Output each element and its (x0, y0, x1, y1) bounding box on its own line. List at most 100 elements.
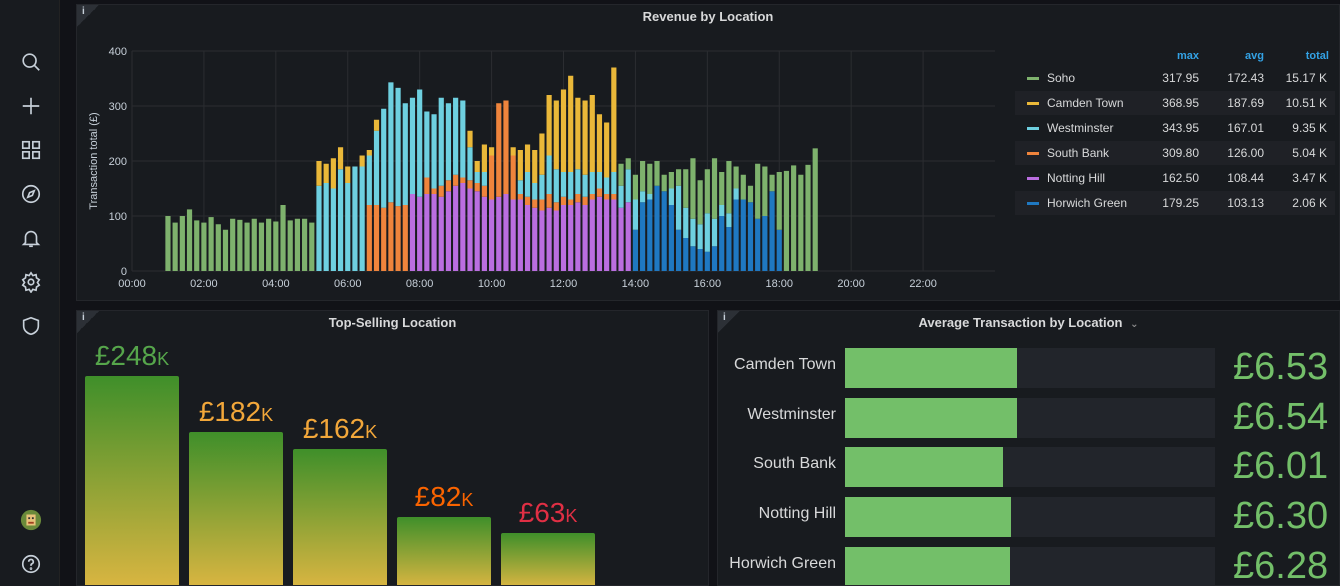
plus-icon[interactable] (18, 93, 44, 119)
bar-segment[interactable] (496, 103, 502, 197)
gauge-track[interactable] (845, 546, 1215, 585)
bar-segment[interactable] (230, 218, 236, 271)
bar-segment[interactable] (675, 185, 682, 230)
gauge-track[interactable] (845, 397, 1215, 438)
bar-segment[interactable] (186, 209, 193, 271)
bar-segment[interactable] (345, 183, 351, 271)
bar-segment[interactable] (352, 166, 358, 272)
legend-row[interactable]: Notting Hill 162.50 108.44 3.47 K (1015, 166, 1335, 190)
bar-segment[interactable] (323, 163, 329, 183)
bar-segment[interactable] (625, 158, 631, 170)
panel-title[interactable]: Revenue by Location (642, 9, 774, 24)
bar-segment[interactable] (755, 163, 761, 219)
bar-segment[interactable] (690, 218, 696, 247)
bar-segment[interactable] (740, 199, 746, 272)
bar-segment[interactable] (460, 177, 466, 184)
bar-segment[interactable] (417, 196, 423, 271)
legend-header-max[interactable]: max (1176, 50, 1199, 62)
bar-segment[interactable] (726, 161, 732, 214)
bar-segment[interactable] (244, 222, 250, 271)
bar-segment[interactable] (661, 174, 667, 192)
gauge-track[interactable] (845, 497, 1215, 538)
configuration-icon[interactable] (18, 269, 44, 295)
bar-segment[interactable] (524, 196, 531, 205)
bar-segment[interactable] (589, 194, 595, 200)
bar-segment[interactable] (553, 100, 559, 170)
bar-segment[interactable] (640, 161, 646, 192)
legend-series-name[interactable]: Camden Town (1047, 96, 1124, 110)
bar-segment[interactable] (424, 111, 430, 178)
bar-segment[interactable] (553, 210, 559, 272)
bar-segment[interactable] (596, 196, 603, 271)
bar-segment[interactable] (474, 172, 480, 183)
bar-segment[interactable] (474, 191, 480, 271)
bar-segment[interactable] (697, 224, 703, 249)
bar-segment[interactable] (625, 202, 631, 271)
bar-segment[interactable] (417, 89, 423, 197)
bar-segment[interactable] (517, 199, 523, 272)
legend-header-total[interactable]: total (1305, 50, 1329, 62)
bar-segment[interactable] (618, 207, 624, 271)
bar-segment[interactable] (546, 95, 552, 156)
bar-segment[interactable] (345, 166, 351, 184)
bar-segment[interactable] (359, 155, 365, 167)
bar-segment[interactable] (409, 194, 416, 271)
bar-segment[interactable] (453, 185, 459, 271)
bar-segment[interactable] (481, 196, 487, 271)
bar-segment[interactable] (596, 172, 603, 189)
bar-segment[interactable] (460, 100, 466, 178)
bar-segment[interactable] (560, 89, 567, 173)
legend-row[interactable]: South Bank 309.80 126.00 5.04 K (1015, 141, 1335, 165)
bar-segment[interactable] (568, 199, 574, 206)
bar-segment[interactable] (172, 222, 178, 271)
bar-segment[interactable] (668, 172, 674, 189)
bar-segment[interactable] (366, 205, 372, 271)
bar-segment[interactable] (395, 206, 401, 271)
bar-segment[interactable] (366, 155, 372, 206)
bar-segment[interactable] (640, 202, 646, 271)
bar-segment[interactable] (330, 188, 336, 272)
bar-segment[interactable] (683, 207, 689, 238)
bar-segment[interactable] (488, 155, 495, 200)
gauge-track[interactable] (845, 348, 1215, 388)
bar-segment[interactable] (266, 218, 272, 271)
bar-segment[interactable] (373, 205, 380, 271)
bar-segment[interactable] (711, 218, 718, 247)
bar-segment[interactable] (596, 188, 603, 197)
explore-icon[interactable] (18, 181, 44, 207)
bar-segment[interactable] (445, 180, 452, 192)
bar-segment[interactable] (560, 172, 567, 197)
bar-segment[interactable] (316, 185, 322, 271)
bar-segment[interactable] (323, 183, 329, 271)
bar-segment[interactable] (733, 188, 739, 200)
panel-info-icon[interactable]: i (718, 311, 740, 333)
bar-segment[interactable] (690, 158, 696, 219)
shield-icon[interactable] (18, 313, 44, 339)
bar-segment[interactable] (604, 199, 610, 272)
bar-segment[interactable] (618, 163, 624, 186)
bar-segment[interactable] (726, 213, 732, 227)
bar-segment[interactable] (395, 87, 401, 207)
bar-segment[interactable] (474, 161, 480, 172)
bar-segment[interactable] (589, 95, 595, 172)
bar-segment[interactable] (222, 229, 229, 271)
bar-segment[interactable] (460, 183, 466, 271)
bar-segment[interactable] (726, 227, 732, 271)
bar-segment[interactable] (517, 150, 523, 181)
legend-row[interactable]: Soho 317.95 172.43 15.17 K (1015, 66, 1335, 90)
legend-series-name[interactable]: South Bank (1047, 146, 1110, 160)
bar-segment[interactable] (733, 199, 739, 272)
bar-segment[interactable] (438, 97, 444, 186)
bar-segment[interactable] (805, 164, 811, 271)
bar-segment[interactable] (215, 224, 221, 271)
bar-segment[interactable] (632, 199, 639, 230)
bar-segment[interactable] (546, 194, 552, 208)
bar-segment[interactable] (546, 207, 552, 271)
bar-segment[interactable] (747, 202, 754, 271)
legend-series-name[interactable]: Notting Hill (1047, 171, 1106, 185)
bar-segment[interactable] (575, 202, 581, 271)
bar-segment[interactable] (467, 188, 473, 272)
bar-segment[interactable] (510, 199, 516, 272)
top-selling-bar[interactable] (397, 517, 491, 585)
bar-segment[interactable] (553, 202, 559, 211)
